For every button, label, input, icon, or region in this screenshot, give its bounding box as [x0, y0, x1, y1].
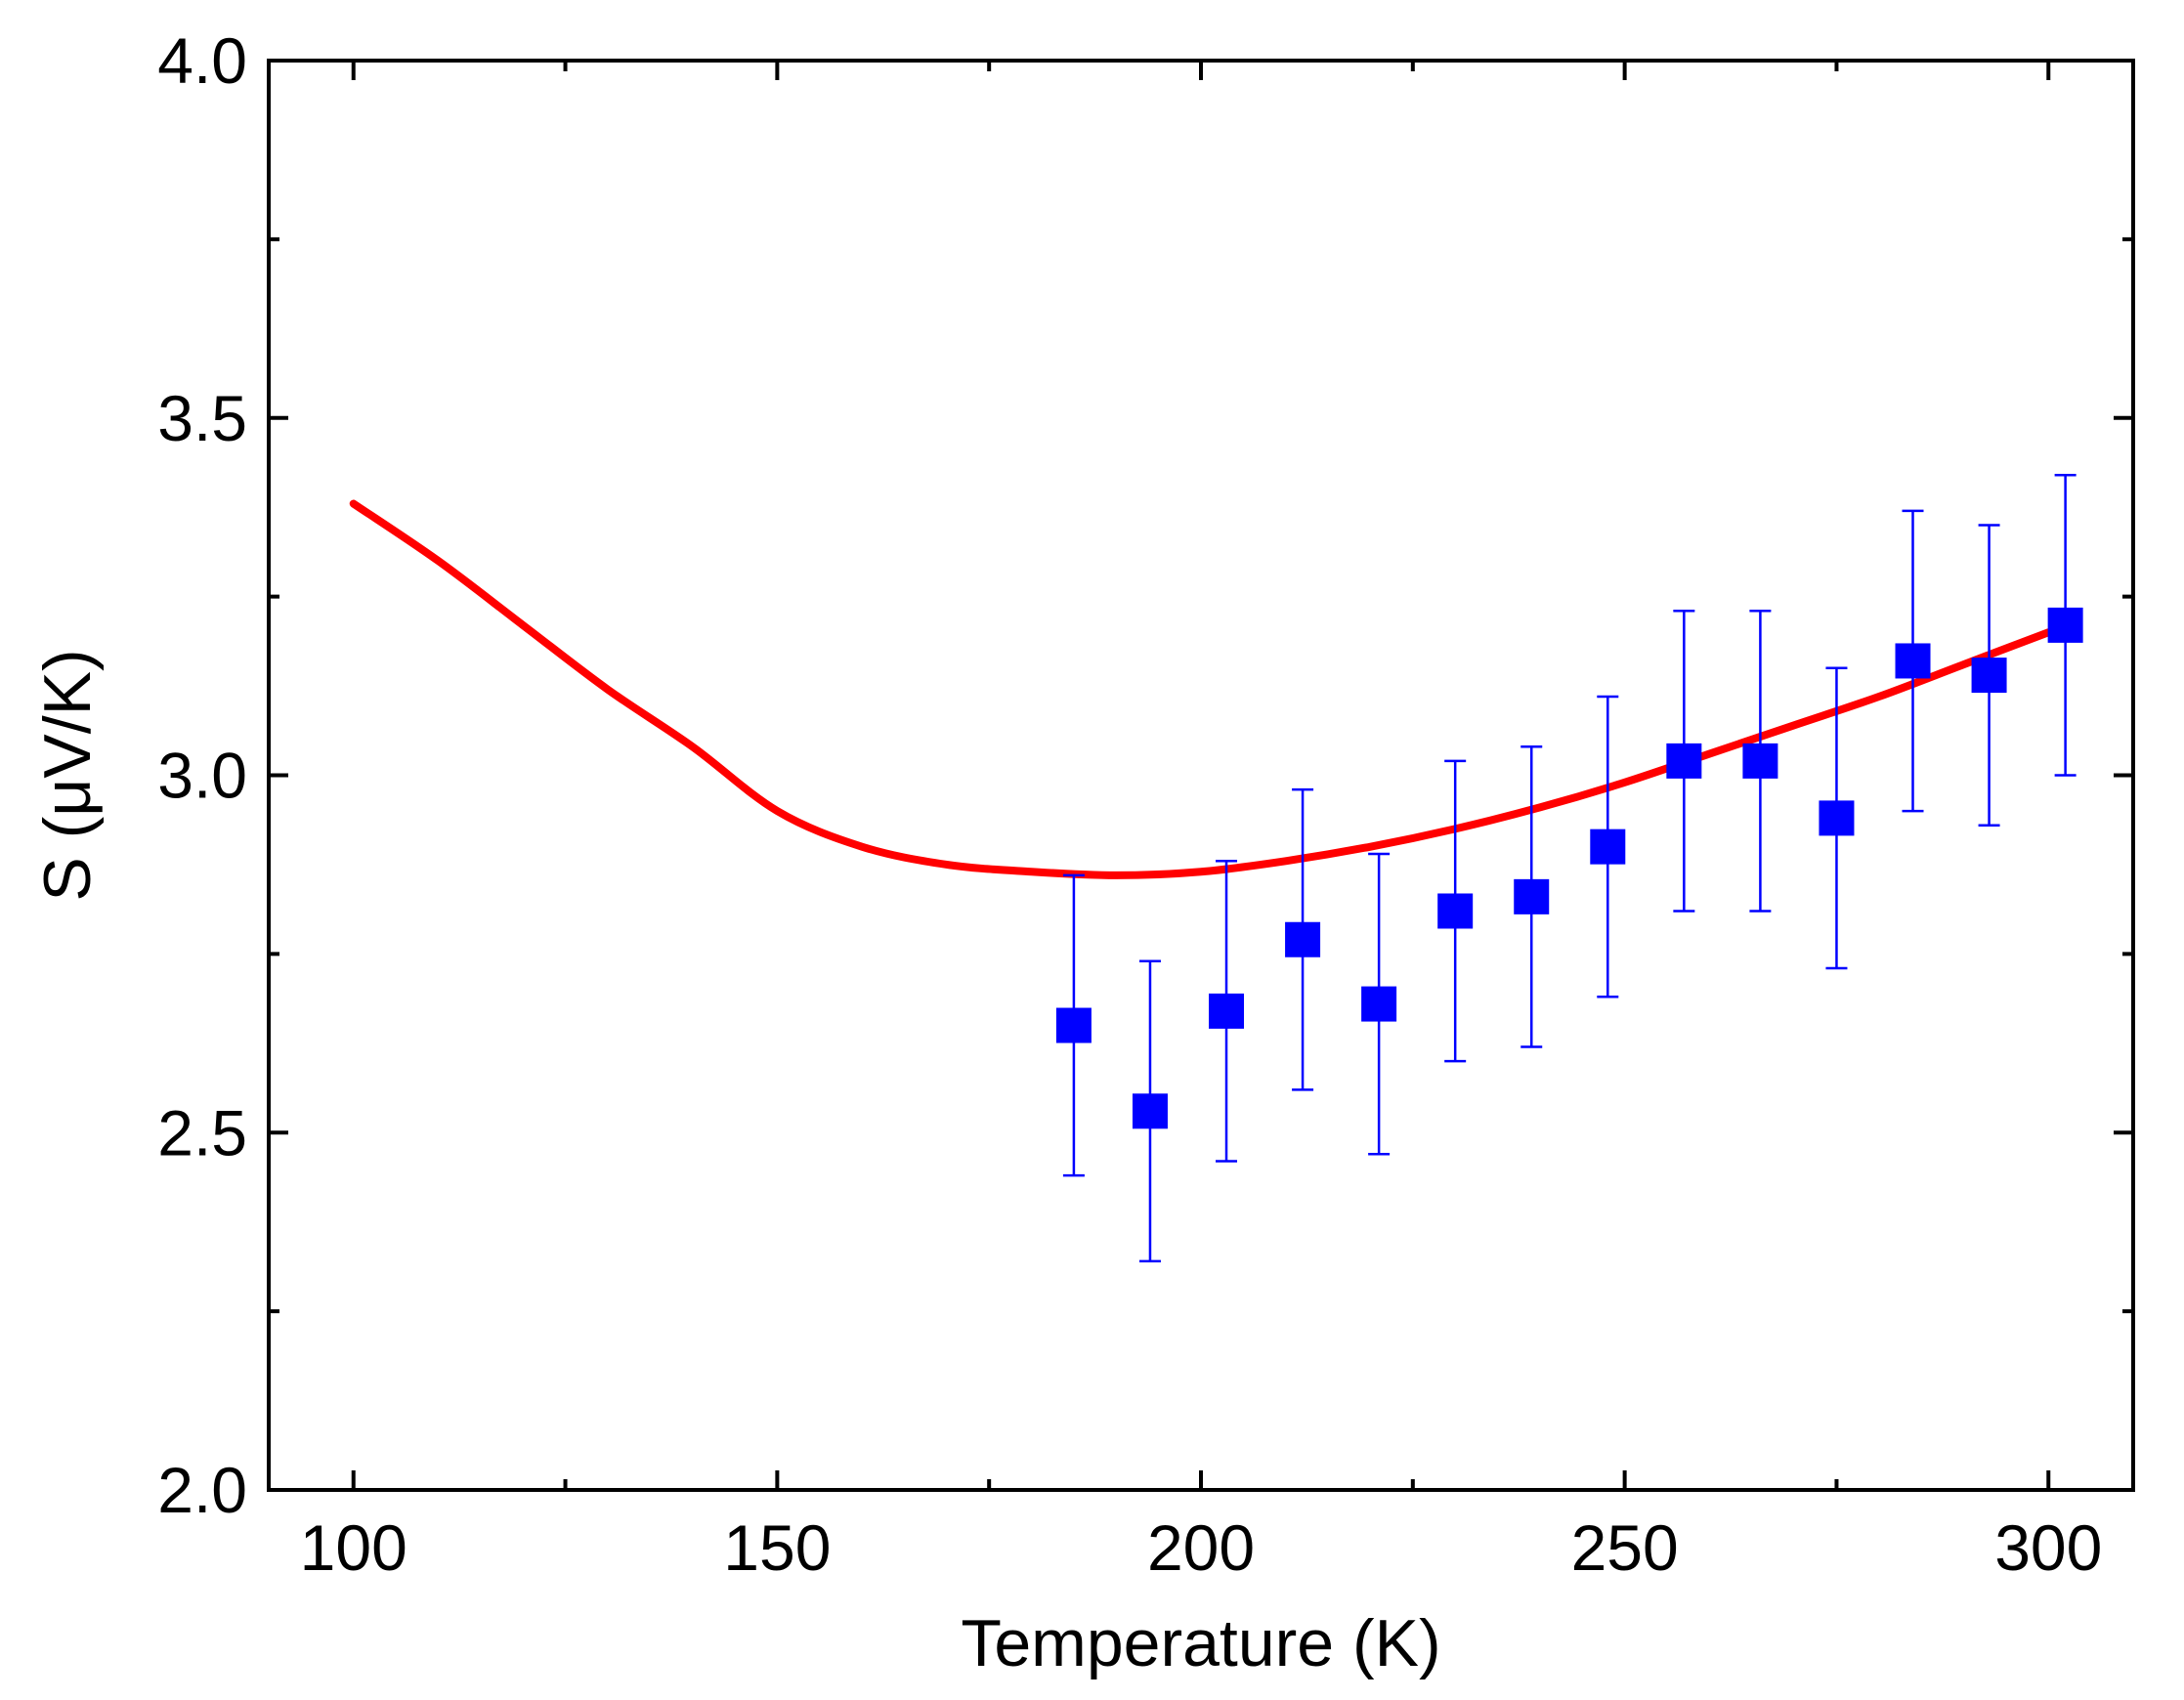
data-point: [1819, 800, 1855, 836]
y-axis-title: S (μV/K): [30, 649, 105, 901]
data-point: [1285, 921, 1321, 957]
y-tick-label: 3.5: [157, 382, 247, 454]
series-measured: [1055, 607, 2083, 1129]
data-point: [1209, 993, 1245, 1029]
x-axis-title: Temperature (K): [961, 1606, 1440, 1680]
data-point: [1361, 986, 1397, 1022]
x-tick-label: 250: [1571, 1511, 1679, 1584]
data-point: [1971, 658, 2007, 694]
axes: [267, 59, 2135, 1492]
y-tick-label: 4.0: [157, 24, 247, 97]
data-point: [1514, 878, 1550, 914]
series-calculated: [349, 499, 2053, 879]
x-tick-label: 100: [300, 1511, 407, 1584]
data-point: [1055, 1007, 1092, 1043]
x-tick-label: 300: [1994, 1511, 2102, 1584]
x-tick-label: 200: [1147, 1511, 1255, 1584]
data-point: [1437, 893, 1474, 929]
y-tick-label: 3.0: [157, 740, 247, 812]
y-tick-label: 2.5: [157, 1096, 247, 1169]
data-point: [1666, 743, 1702, 779]
data-point: [1895, 643, 1931, 679]
data-point: [2047, 607, 2083, 643]
x-tick-label: 150: [723, 1511, 831, 1584]
y-tick-label: 2.0: [157, 1454, 247, 1526]
data-point: [1590, 829, 1626, 865]
calculated-curve: [349, 499, 2053, 879]
tick-labels: 100 150 200 250 300 2.0 2.5 3.0 3.5 4.0: [157, 24, 2102, 1584]
data-point: [1132, 1093, 1168, 1129]
data-point: [1742, 743, 1778, 779]
